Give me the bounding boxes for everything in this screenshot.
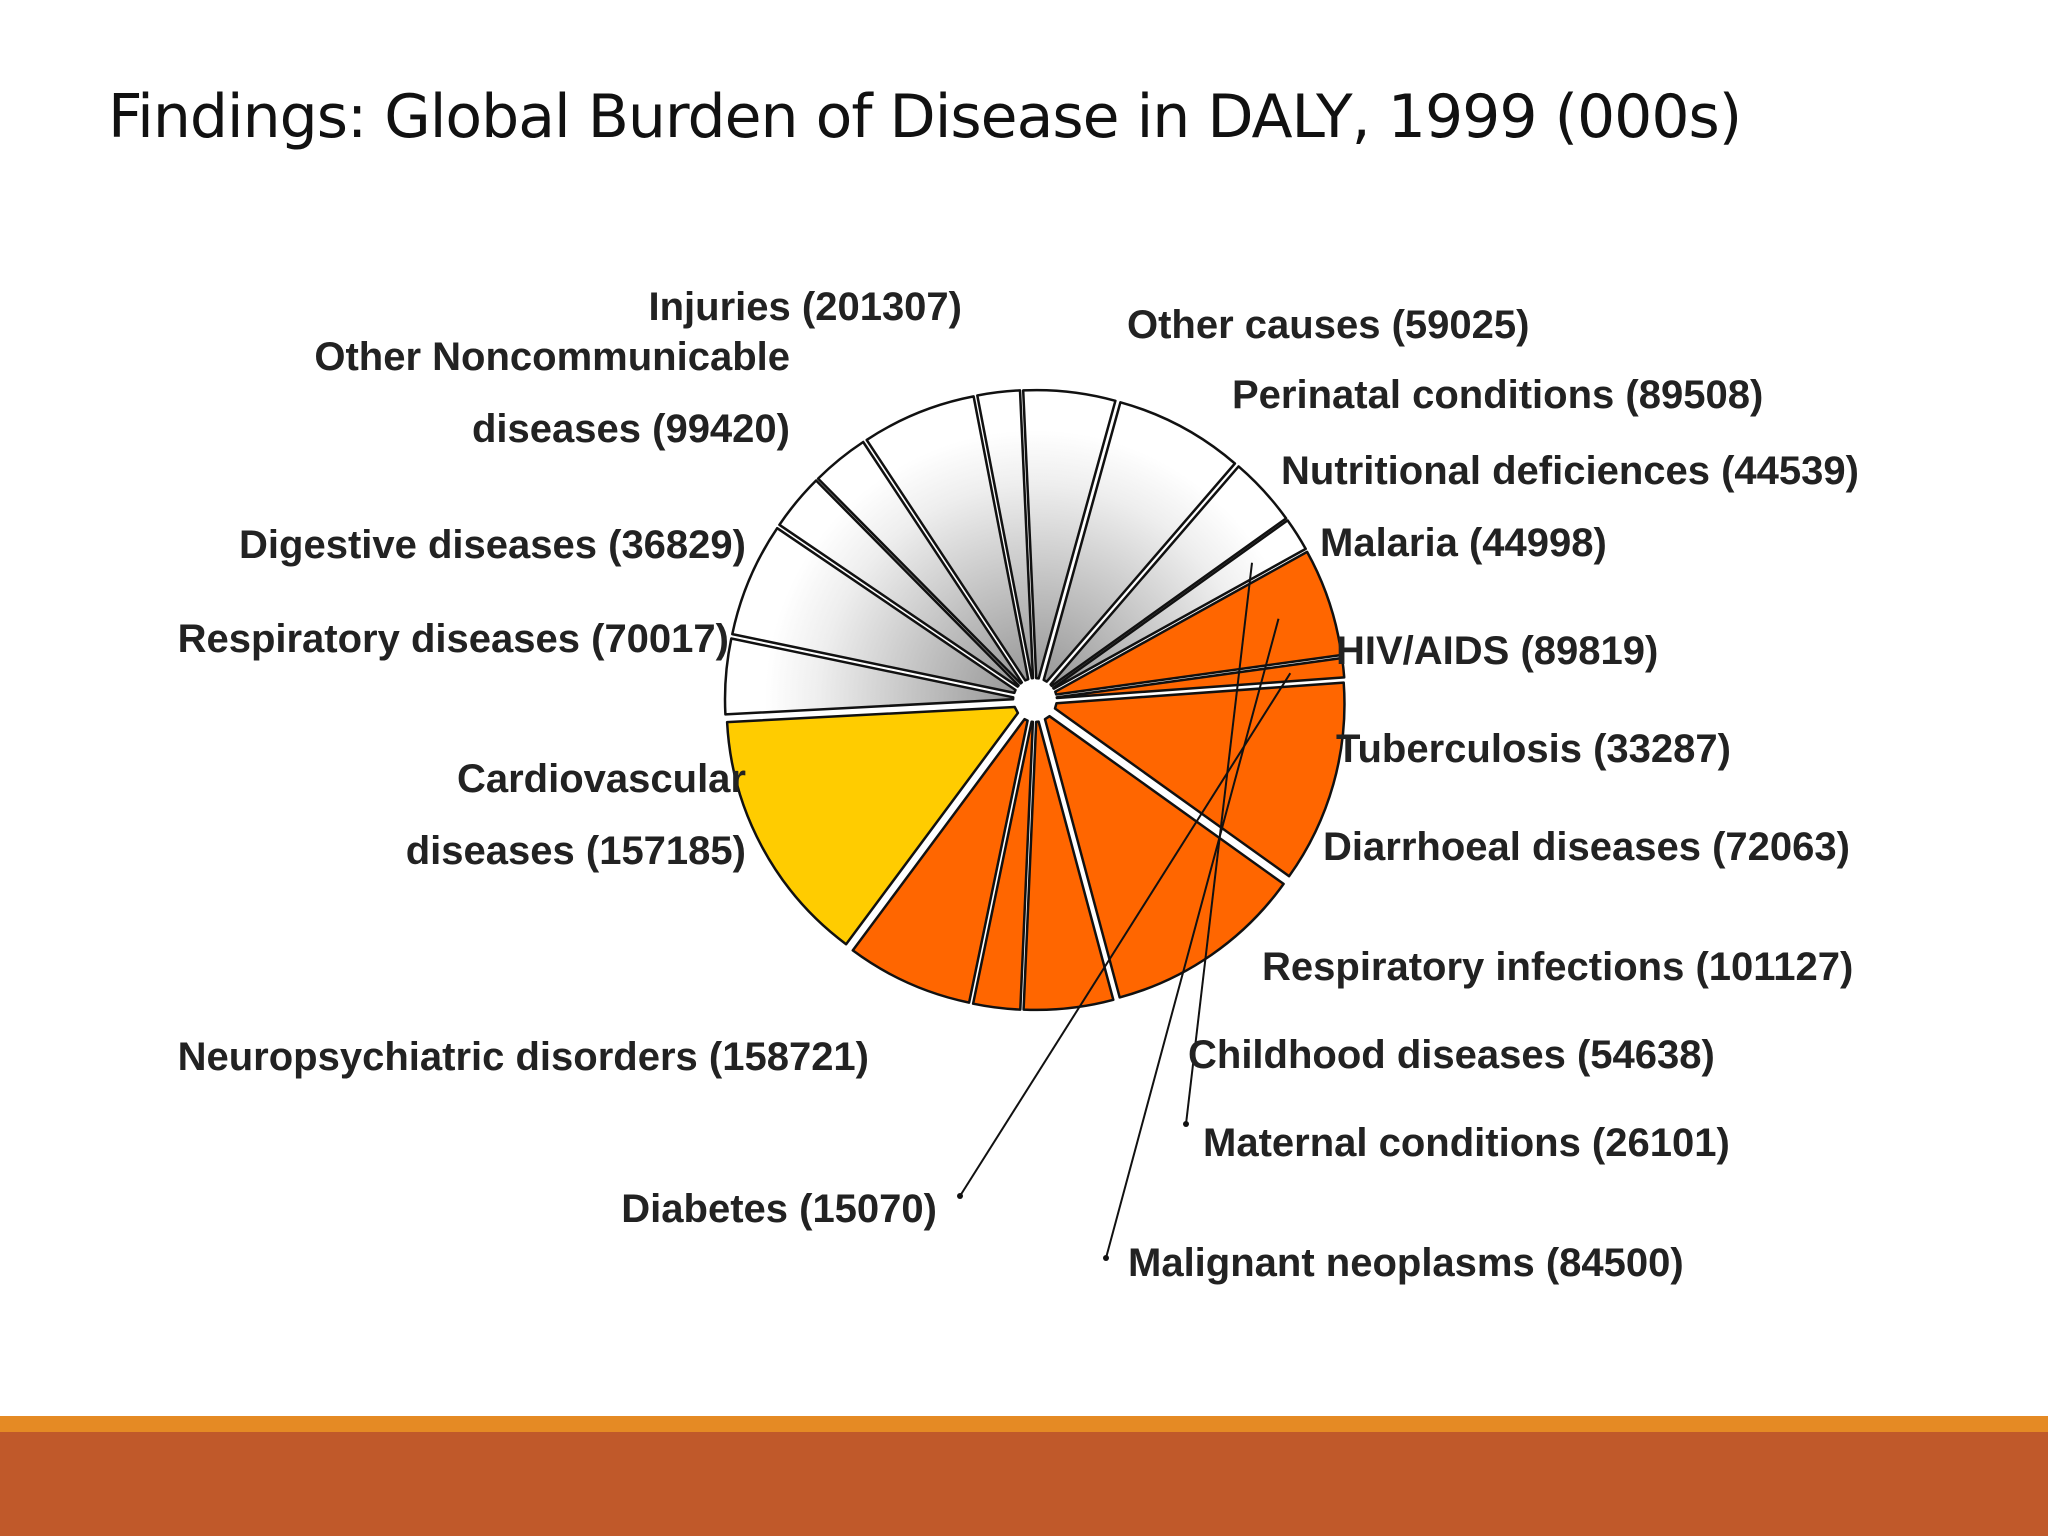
leader-dot-diabetes	[957, 1193, 963, 1199]
leader-line-malignant-neoplasms	[1105, 618, 1280, 1259]
footer-accent-line	[0, 1416, 2048, 1432]
pie-slice-diarrhoeal-diseases	[1021, 388, 1117, 680]
slice-label-neuropsychiatric-disorders: Neuropsychiatric disorders (158721)	[178, 1035, 869, 1079]
slice-label-respiratory-infections: Respiratory infections (101127)	[1262, 945, 1853, 989]
pie-slices	[723, 388, 1346, 1012]
slice-label-respiratory-diseases: Respiratory diseases (70017)	[178, 617, 729, 661]
slice-label-maternal-conditions: Maternal conditions (26101)	[1203, 1121, 1730, 1165]
pie-slice-malignant-neoplasms	[1054, 550, 1343, 696]
leader-line-diabetes	[959, 672, 1292, 1197]
pie-slice-other-causes	[723, 637, 1015, 716]
slice-label-other-causes: Other causes (59025)	[1127, 303, 1529, 347]
slice-label-diarrhoeal-diseases: Diarrhoeal diseases (72063)	[1323, 825, 1850, 869]
pie-slice-malaria	[816, 440, 1024, 685]
slice-label-injuries: Injuries (201307)	[649, 285, 963, 329]
pie-slice-maternal-conditions	[1052, 519, 1307, 690]
pie-slice-tuberculosis	[976, 389, 1035, 680]
pie-slice-respiratory-diseases	[1022, 720, 1115, 1012]
slice-label-tuberculosis: Tuberculosis (33287)	[1336, 727, 1731, 771]
slice-label-malaria: Malaria (44998)	[1320, 521, 1607, 565]
leader-dot-maternal-conditions	[1183, 1121, 1189, 1127]
slice-labels: Other causes (59025) Perinatal conditions…	[178, 285, 1859, 1285]
slice-label-digestive-diseases: Digestive diseases (36829)	[239, 523, 746, 567]
leader-dot-malignant-neoplasms	[1103, 1255, 1109, 1261]
slice-label-malignant-neoplasms: Malignant neoplasms (84500)	[1128, 1241, 1684, 1285]
pie-slice-hiv-aids	[865, 395, 1030, 682]
footer-band	[0, 1432, 2048, 1536]
pie-slice-digestive-diseases	[971, 720, 1035, 1011]
pie-slice-diabetes	[1055, 656, 1346, 700]
pie-slice-perinatal-conditions	[731, 526, 1017, 695]
pie-slice-other-noncommunicable-diseases	[851, 717, 1029, 1004]
pie-slice-injuries	[725, 705, 1020, 946]
slide-title: Findings: Global Burden of Disease in DA…	[108, 82, 1742, 152]
pie-slice-respiratory-infections	[1042, 401, 1237, 683]
slice-label-cardiovascular-diseases: Cardiovascular diseases (157185)	[406, 757, 746, 873]
slice-label-nutritional-deficiences: Nutritional deficiences (44539)	[1281, 449, 1859, 493]
pie-slice-neuropsychiatric-disorders	[1053, 681, 1346, 878]
pie-slice-nutritional-deficiences	[778, 479, 1020, 688]
pie-slice-childhood-diseases	[1049, 465, 1288, 688]
slice-label-other-noncommunicable-diseases: Other Noncommunicable diseases (99420)	[314, 335, 790, 451]
slice-label-childhood-diseases: Childhood diseases (54638)	[1188, 1033, 1715, 1077]
leader-line-maternal-conditions	[1185, 562, 1253, 1125]
slice-label-diabetes: Diabetes (15070)	[621, 1187, 937, 1231]
slice-label-hiv-aids: HIV/AIDS (89819)	[1336, 629, 1658, 673]
leader-lines	[957, 562, 1292, 1261]
slice-label-perinatal-conditions: Perinatal conditions (89508)	[1232, 373, 1763, 417]
